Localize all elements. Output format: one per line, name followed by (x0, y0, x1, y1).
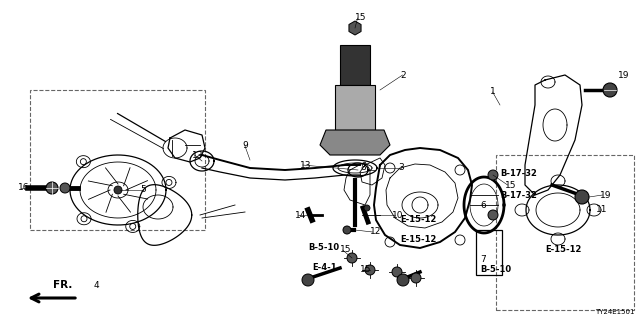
Text: 15: 15 (355, 13, 367, 22)
Circle shape (60, 183, 70, 193)
Text: FR.: FR. (52, 280, 72, 290)
Circle shape (365, 265, 375, 275)
Circle shape (302, 274, 314, 286)
Text: 19: 19 (600, 190, 611, 199)
Text: 5: 5 (140, 186, 146, 195)
Circle shape (347, 253, 357, 263)
Text: E-15-12: E-15-12 (545, 245, 581, 254)
Text: 14: 14 (295, 211, 307, 220)
Text: 1: 1 (490, 87, 496, 97)
Text: 13: 13 (300, 161, 312, 170)
Text: 2: 2 (400, 70, 406, 79)
Circle shape (46, 182, 58, 194)
Text: B-17-32: B-17-32 (500, 190, 537, 199)
Circle shape (488, 210, 498, 220)
Circle shape (343, 226, 351, 234)
Circle shape (575, 190, 589, 204)
Text: 12: 12 (370, 228, 381, 236)
Circle shape (364, 205, 370, 211)
Text: 15: 15 (360, 266, 371, 275)
Text: 15: 15 (340, 245, 351, 254)
Text: 15: 15 (505, 180, 516, 189)
Circle shape (411, 273, 421, 283)
Circle shape (603, 83, 617, 97)
Bar (476, 230, 502, 275)
Text: B-17-32: B-17-32 (500, 170, 537, 179)
Text: 8: 8 (360, 164, 365, 172)
Text: 16: 16 (18, 183, 29, 193)
Polygon shape (320, 130, 390, 155)
Circle shape (488, 170, 498, 180)
Text: 7: 7 (480, 255, 486, 265)
Text: B-5-10: B-5-10 (480, 266, 511, 275)
Bar (30, 90, 205, 230)
Bar (335, 85, 375, 130)
Circle shape (114, 186, 122, 194)
Text: 6: 6 (480, 201, 486, 210)
Text: 13: 13 (192, 150, 204, 159)
Circle shape (392, 267, 402, 277)
Text: 11: 11 (596, 205, 607, 214)
Bar (340, 45, 370, 85)
Circle shape (397, 274, 409, 286)
Text: 3: 3 (398, 164, 404, 172)
Text: E-15-12: E-15-12 (400, 236, 436, 244)
Polygon shape (349, 21, 361, 35)
Text: 9: 9 (242, 140, 248, 149)
Text: 19: 19 (618, 70, 630, 79)
Bar (496, 155, 634, 310)
Text: 4: 4 (94, 281, 100, 290)
Text: 10: 10 (392, 211, 403, 220)
Text: E-4-1: E-4-1 (312, 263, 337, 273)
Text: TY24E1501: TY24E1501 (595, 309, 635, 315)
Text: E-15-12: E-15-12 (400, 215, 436, 225)
Text: B-5-10: B-5-10 (308, 244, 339, 252)
